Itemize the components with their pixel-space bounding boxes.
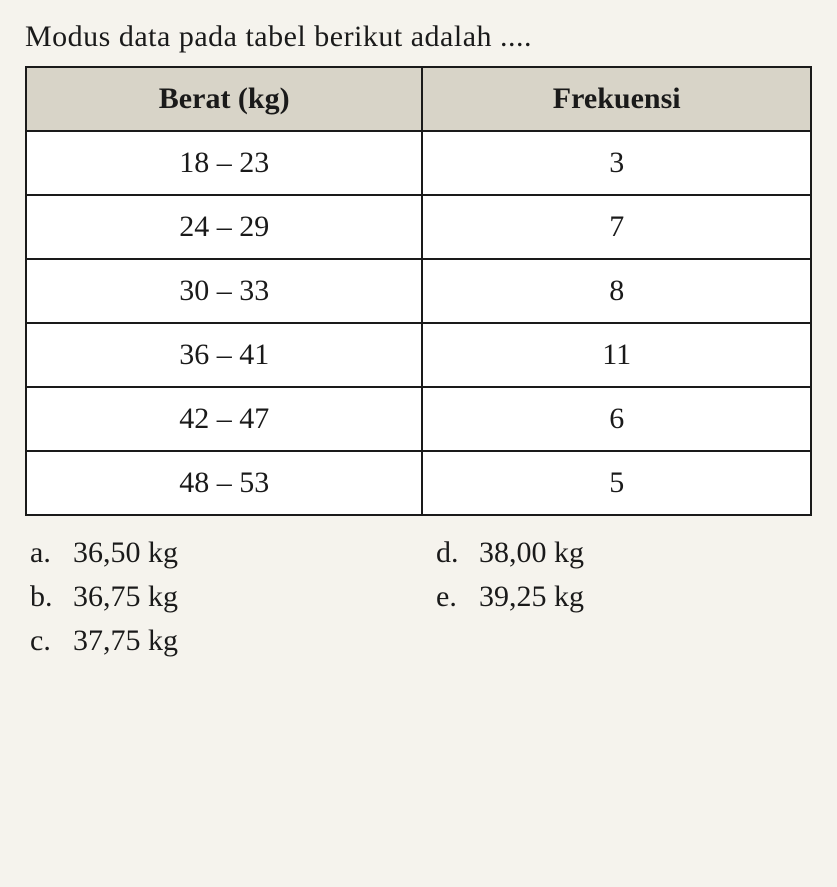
option-label: c. [30,624,55,658]
option-text: 36,75 kg [73,580,178,614]
frequency-cell: 11 [422,323,811,387]
frequency-cell: 6 [422,387,811,451]
table-row: 42 – 47 6 [26,387,811,451]
weight-cell: 30 – 33 [26,259,422,323]
option-e: e. 39,25 kg [436,580,812,614]
option-d: d. 38,00 kg [436,536,812,570]
weight-cell: 18 – 23 [26,131,422,195]
table-row: 36 – 41 11 [26,323,811,387]
option-b: b. 36,75 kg [30,580,406,614]
column-header-weight: Berat (kg) [26,67,422,131]
option-label: b. [30,580,55,614]
table-row: 18 – 23 3 [26,131,811,195]
frequency-cell: 8 [422,259,811,323]
option-c: c. 37,75 kg [30,624,406,658]
column-header-frequency: Frekuensi [422,67,811,131]
data-table: Berat (kg) Frekuensi 18 – 23 3 24 – 29 7… [25,66,812,516]
table-row: 24 – 29 7 [26,195,811,259]
answer-options: a. 36,50 kg b. 36,75 kg c. 37,75 kg d. 3… [25,536,812,658]
option-label: d. [436,536,461,570]
option-a: a. 36,50 kg [30,536,406,570]
question-text: Modus data pada tabel berikut adalah ...… [25,20,812,54]
option-text: 36,50 kg [73,536,178,570]
frequency-cell: 3 [422,131,811,195]
frequency-cell: 5 [422,451,811,515]
option-text: 38,00 kg [479,536,584,570]
weight-cell: 48 – 53 [26,451,422,515]
table-header-row: Berat (kg) Frekuensi [26,67,811,131]
weight-cell: 42 – 47 [26,387,422,451]
table-row: 48 – 53 5 [26,451,811,515]
option-label: e. [436,580,461,614]
weight-cell: 24 – 29 [26,195,422,259]
weight-cell: 36 – 41 [26,323,422,387]
frequency-cell: 7 [422,195,811,259]
table-row: 30 – 33 8 [26,259,811,323]
option-label: a. [30,536,55,570]
option-text: 39,25 kg [479,580,584,614]
option-text: 37,75 kg [73,624,178,658]
